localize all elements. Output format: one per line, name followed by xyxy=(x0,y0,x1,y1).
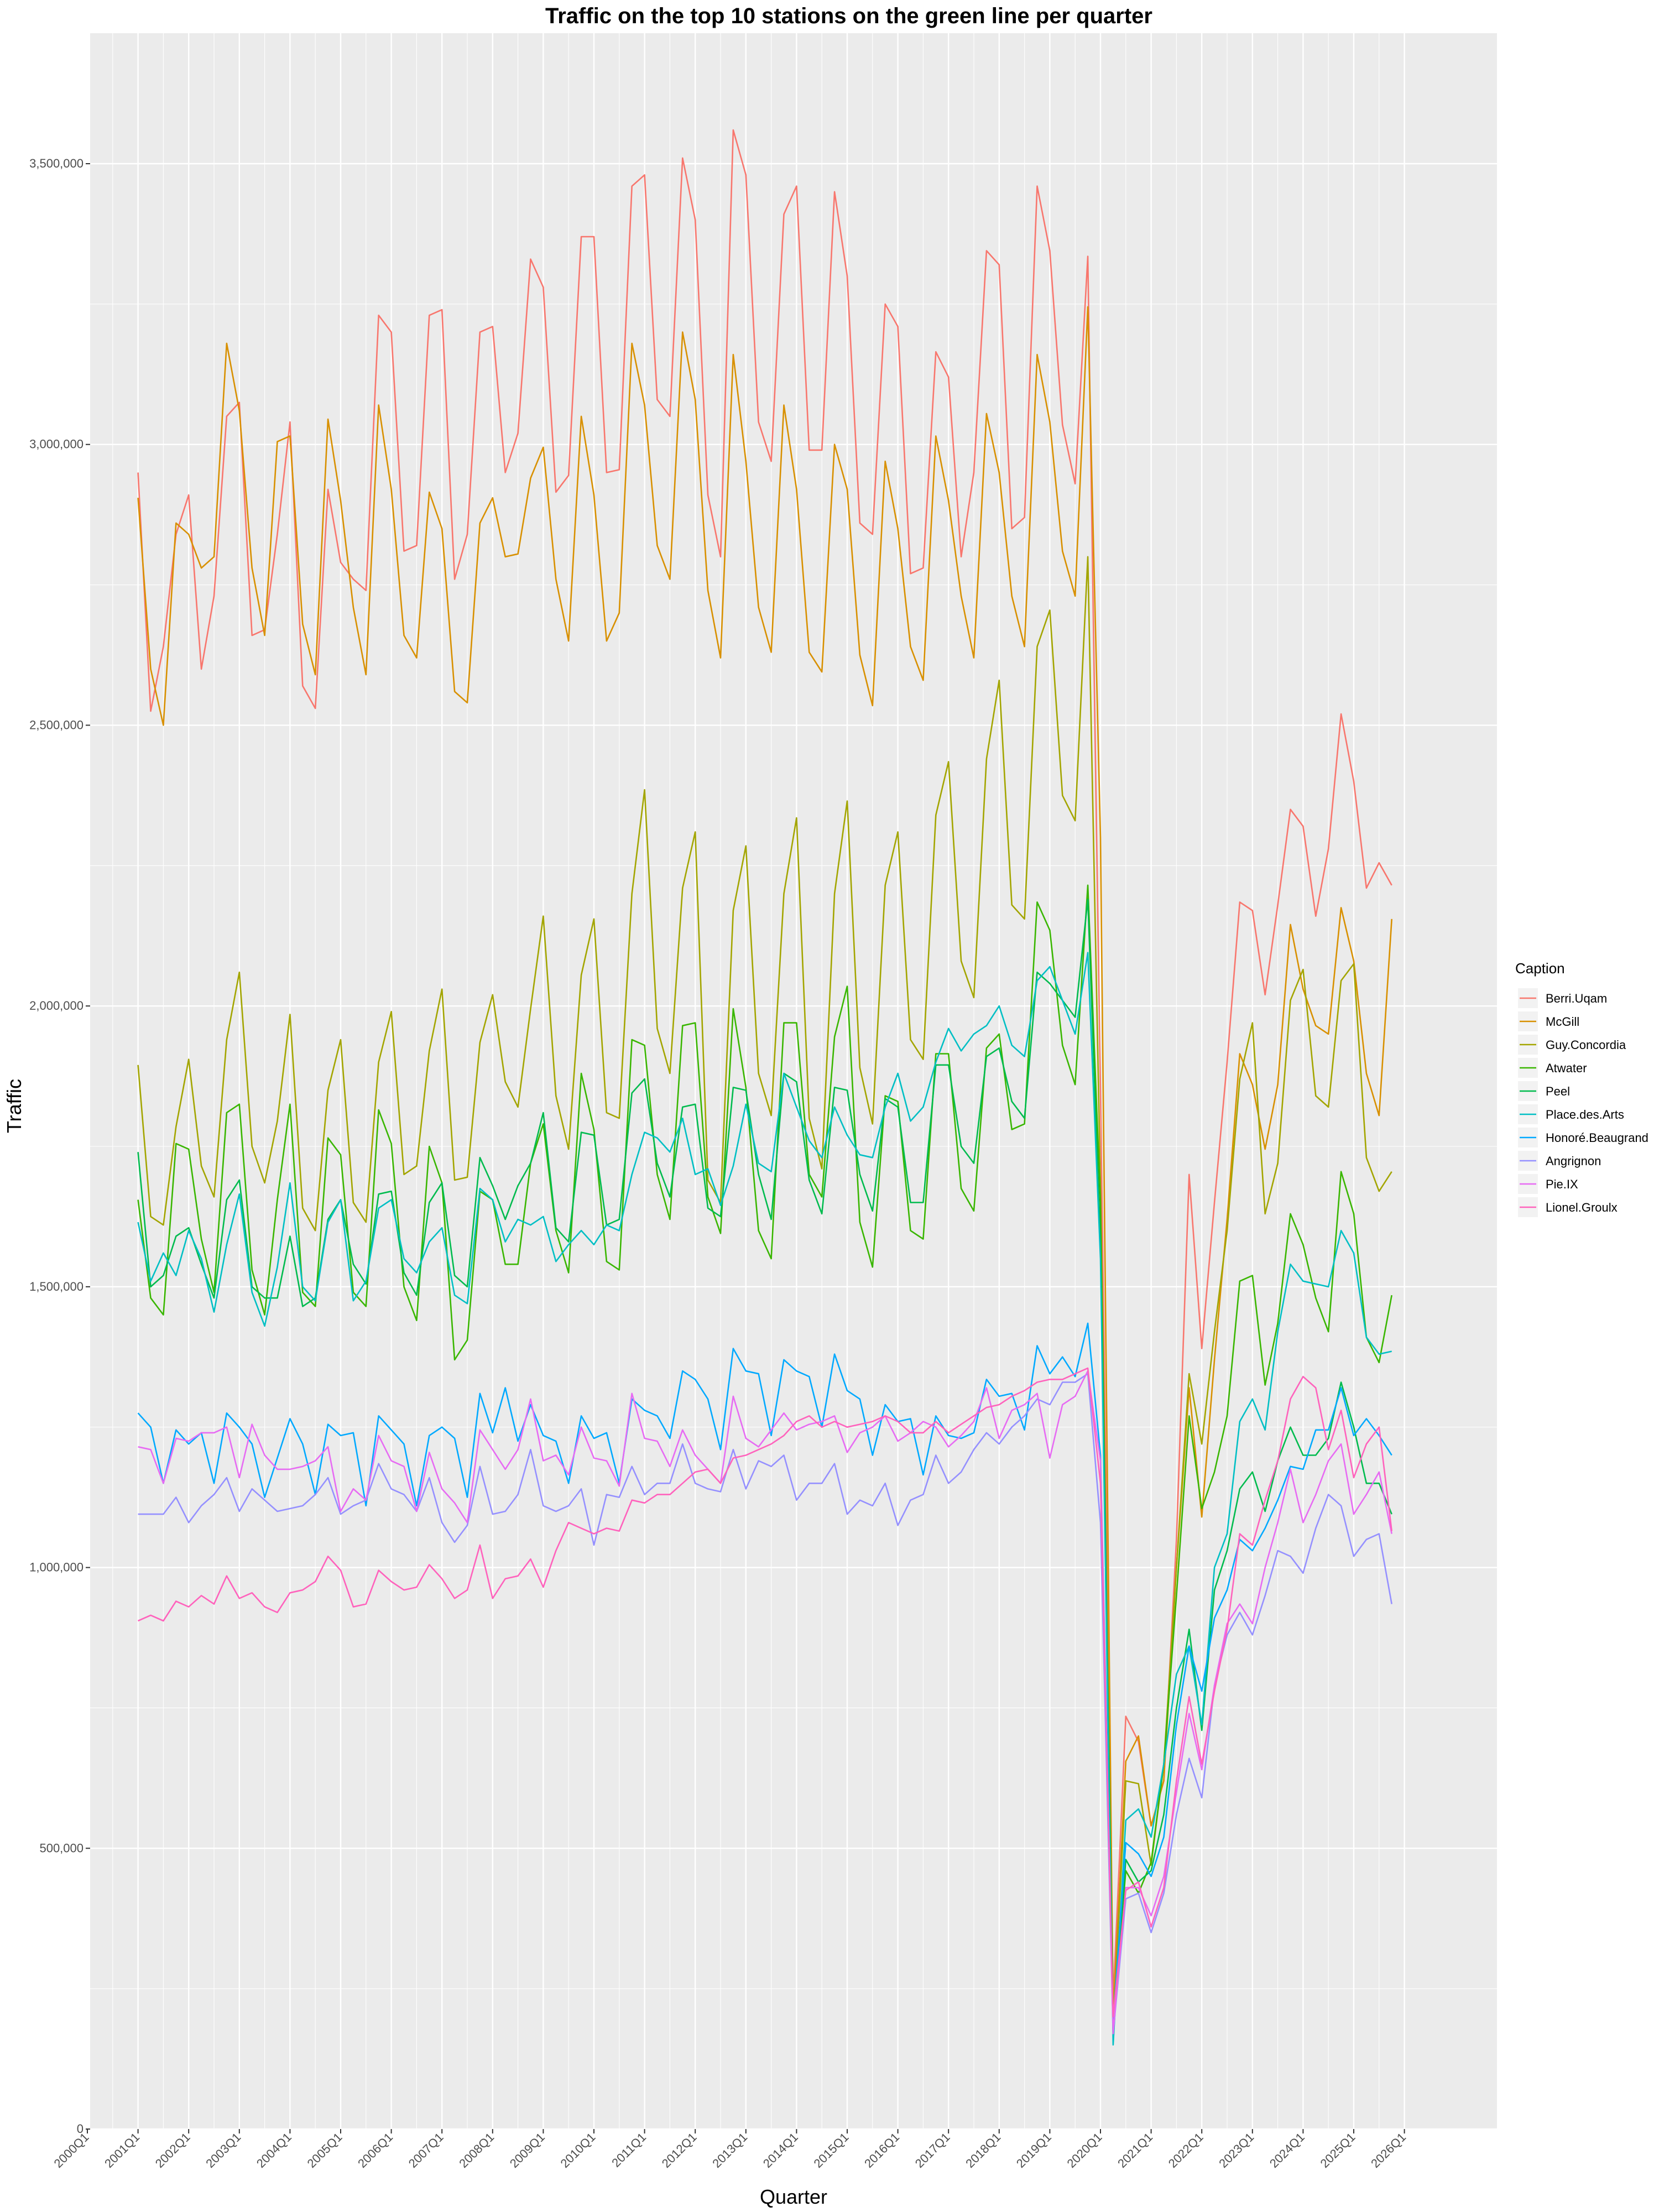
x-axis: 2000Q1 2001Q1 2002Q1 2003Q1 2004Q1 2005Q1 2006… xyxy=(51,2129,1408,2171)
legend-label: Angrignon xyxy=(1546,1154,1601,1168)
x-tick-label: 2024Q1 xyxy=(1267,2130,1307,2171)
series-line xyxy=(138,1370,1392,2034)
x-tick-label: 2021Q1 xyxy=(1115,2130,1155,2171)
x-tick-label: 2004Q1 xyxy=(254,2130,294,2171)
x-tick-label: 2006Q1 xyxy=(355,2130,395,2171)
legend-label: Berri.Uqam xyxy=(1546,992,1607,1005)
x-tick-label: 2007Q1 xyxy=(406,2130,446,2171)
legend-title: Caption xyxy=(1515,960,1565,977)
x-tick-label: 2000Q1 xyxy=(51,2130,91,2171)
x-tick-label: 2020Q1 xyxy=(1064,2130,1104,2171)
x-tick-label: 2019Q1 xyxy=(1014,2130,1054,2171)
x-tick-label: 2026Q1 xyxy=(1368,2130,1408,2171)
x-tick-label: 2002Q1 xyxy=(153,2130,193,2171)
x-tick-label: 2009Q1 xyxy=(507,2130,547,2171)
x-tick-label: 2001Q1 xyxy=(102,2130,142,2171)
x-tick-label: 2018Q1 xyxy=(963,2130,1003,2171)
y-tick-label: 3,000,000 xyxy=(29,437,84,451)
y-axis-title: Traffic xyxy=(3,1079,25,1133)
legend-label: Atwater xyxy=(1546,1061,1587,1075)
x-tick-label: 2010Q1 xyxy=(557,2130,598,2171)
series-line xyxy=(137,1322,1392,2023)
legend-label: Honoré.Beaugrand xyxy=(1546,1131,1648,1145)
y-tick-label: 1,500,000 xyxy=(29,1280,84,1293)
y-tick-label: 3,500,000 xyxy=(29,156,84,170)
series-line xyxy=(137,952,1392,2046)
x-tick-label: 2014Q1 xyxy=(760,2130,801,2171)
y-tick-label: 500,000 xyxy=(39,1841,84,1855)
x-tick-label: 2011Q1 xyxy=(609,2130,649,2170)
plot-panel xyxy=(90,33,1497,2129)
x-tick-label: 2015Q1 xyxy=(811,2130,851,2171)
y-tick-label: 2,500,000 xyxy=(29,718,84,732)
legend-label: Guy.Concordia xyxy=(1546,1038,1626,1052)
x-tick-label: 2016Q1 xyxy=(862,2130,902,2171)
chart-title: Traffic on the top 10 stations on the gr… xyxy=(545,4,1152,28)
y-tick-label: 1,000,000 xyxy=(29,1561,84,1574)
series-line xyxy=(138,1373,1392,2034)
legend-label: McGill xyxy=(1546,1015,1579,1029)
x-tick-label: 2017Q1 xyxy=(912,2130,953,2171)
legend-label: Place.des.Arts xyxy=(1546,1108,1624,1121)
series-line xyxy=(137,129,1392,2001)
series-line xyxy=(137,884,1392,2029)
y-axis: 0 500,000 1,000,000 1,500,000 2,000,000 2,500… xyxy=(29,156,90,2136)
legend: Caption Berri.Uqam McGill Guy.Concordia Atw… xyxy=(1515,960,1648,1217)
major-gridlines xyxy=(86,33,1497,2130)
x-tick-label: 2005Q1 xyxy=(304,2130,345,2171)
series-lines xyxy=(137,129,1392,2046)
x-tick-label: 2013Q1 xyxy=(709,2130,750,2171)
x-tick-label: 2022Q1 xyxy=(1166,2130,1206,2171)
x-tick-label: 2023Q1 xyxy=(1216,2130,1256,2171)
series-line xyxy=(137,898,1392,2034)
x-tick-label: 2012Q1 xyxy=(659,2130,700,2171)
y-tick-label: 0 xyxy=(77,2122,84,2136)
legend-label: Lionel.Groulx xyxy=(1546,1201,1618,1214)
legend-label: Pie.IX xyxy=(1546,1177,1578,1191)
series-line xyxy=(137,556,1392,2029)
y-tick-label: 2,000,000 xyxy=(29,999,84,1013)
legend-label: Peel xyxy=(1546,1084,1570,1098)
x-tick-label: 2008Q1 xyxy=(456,2130,497,2171)
x-axis-title: Quarter xyxy=(760,2185,827,2208)
series-line xyxy=(138,1367,1392,2018)
x-tick-label: 2025Q1 xyxy=(1317,2130,1358,2171)
x-tick-label: 2003Q1 xyxy=(203,2130,243,2171)
